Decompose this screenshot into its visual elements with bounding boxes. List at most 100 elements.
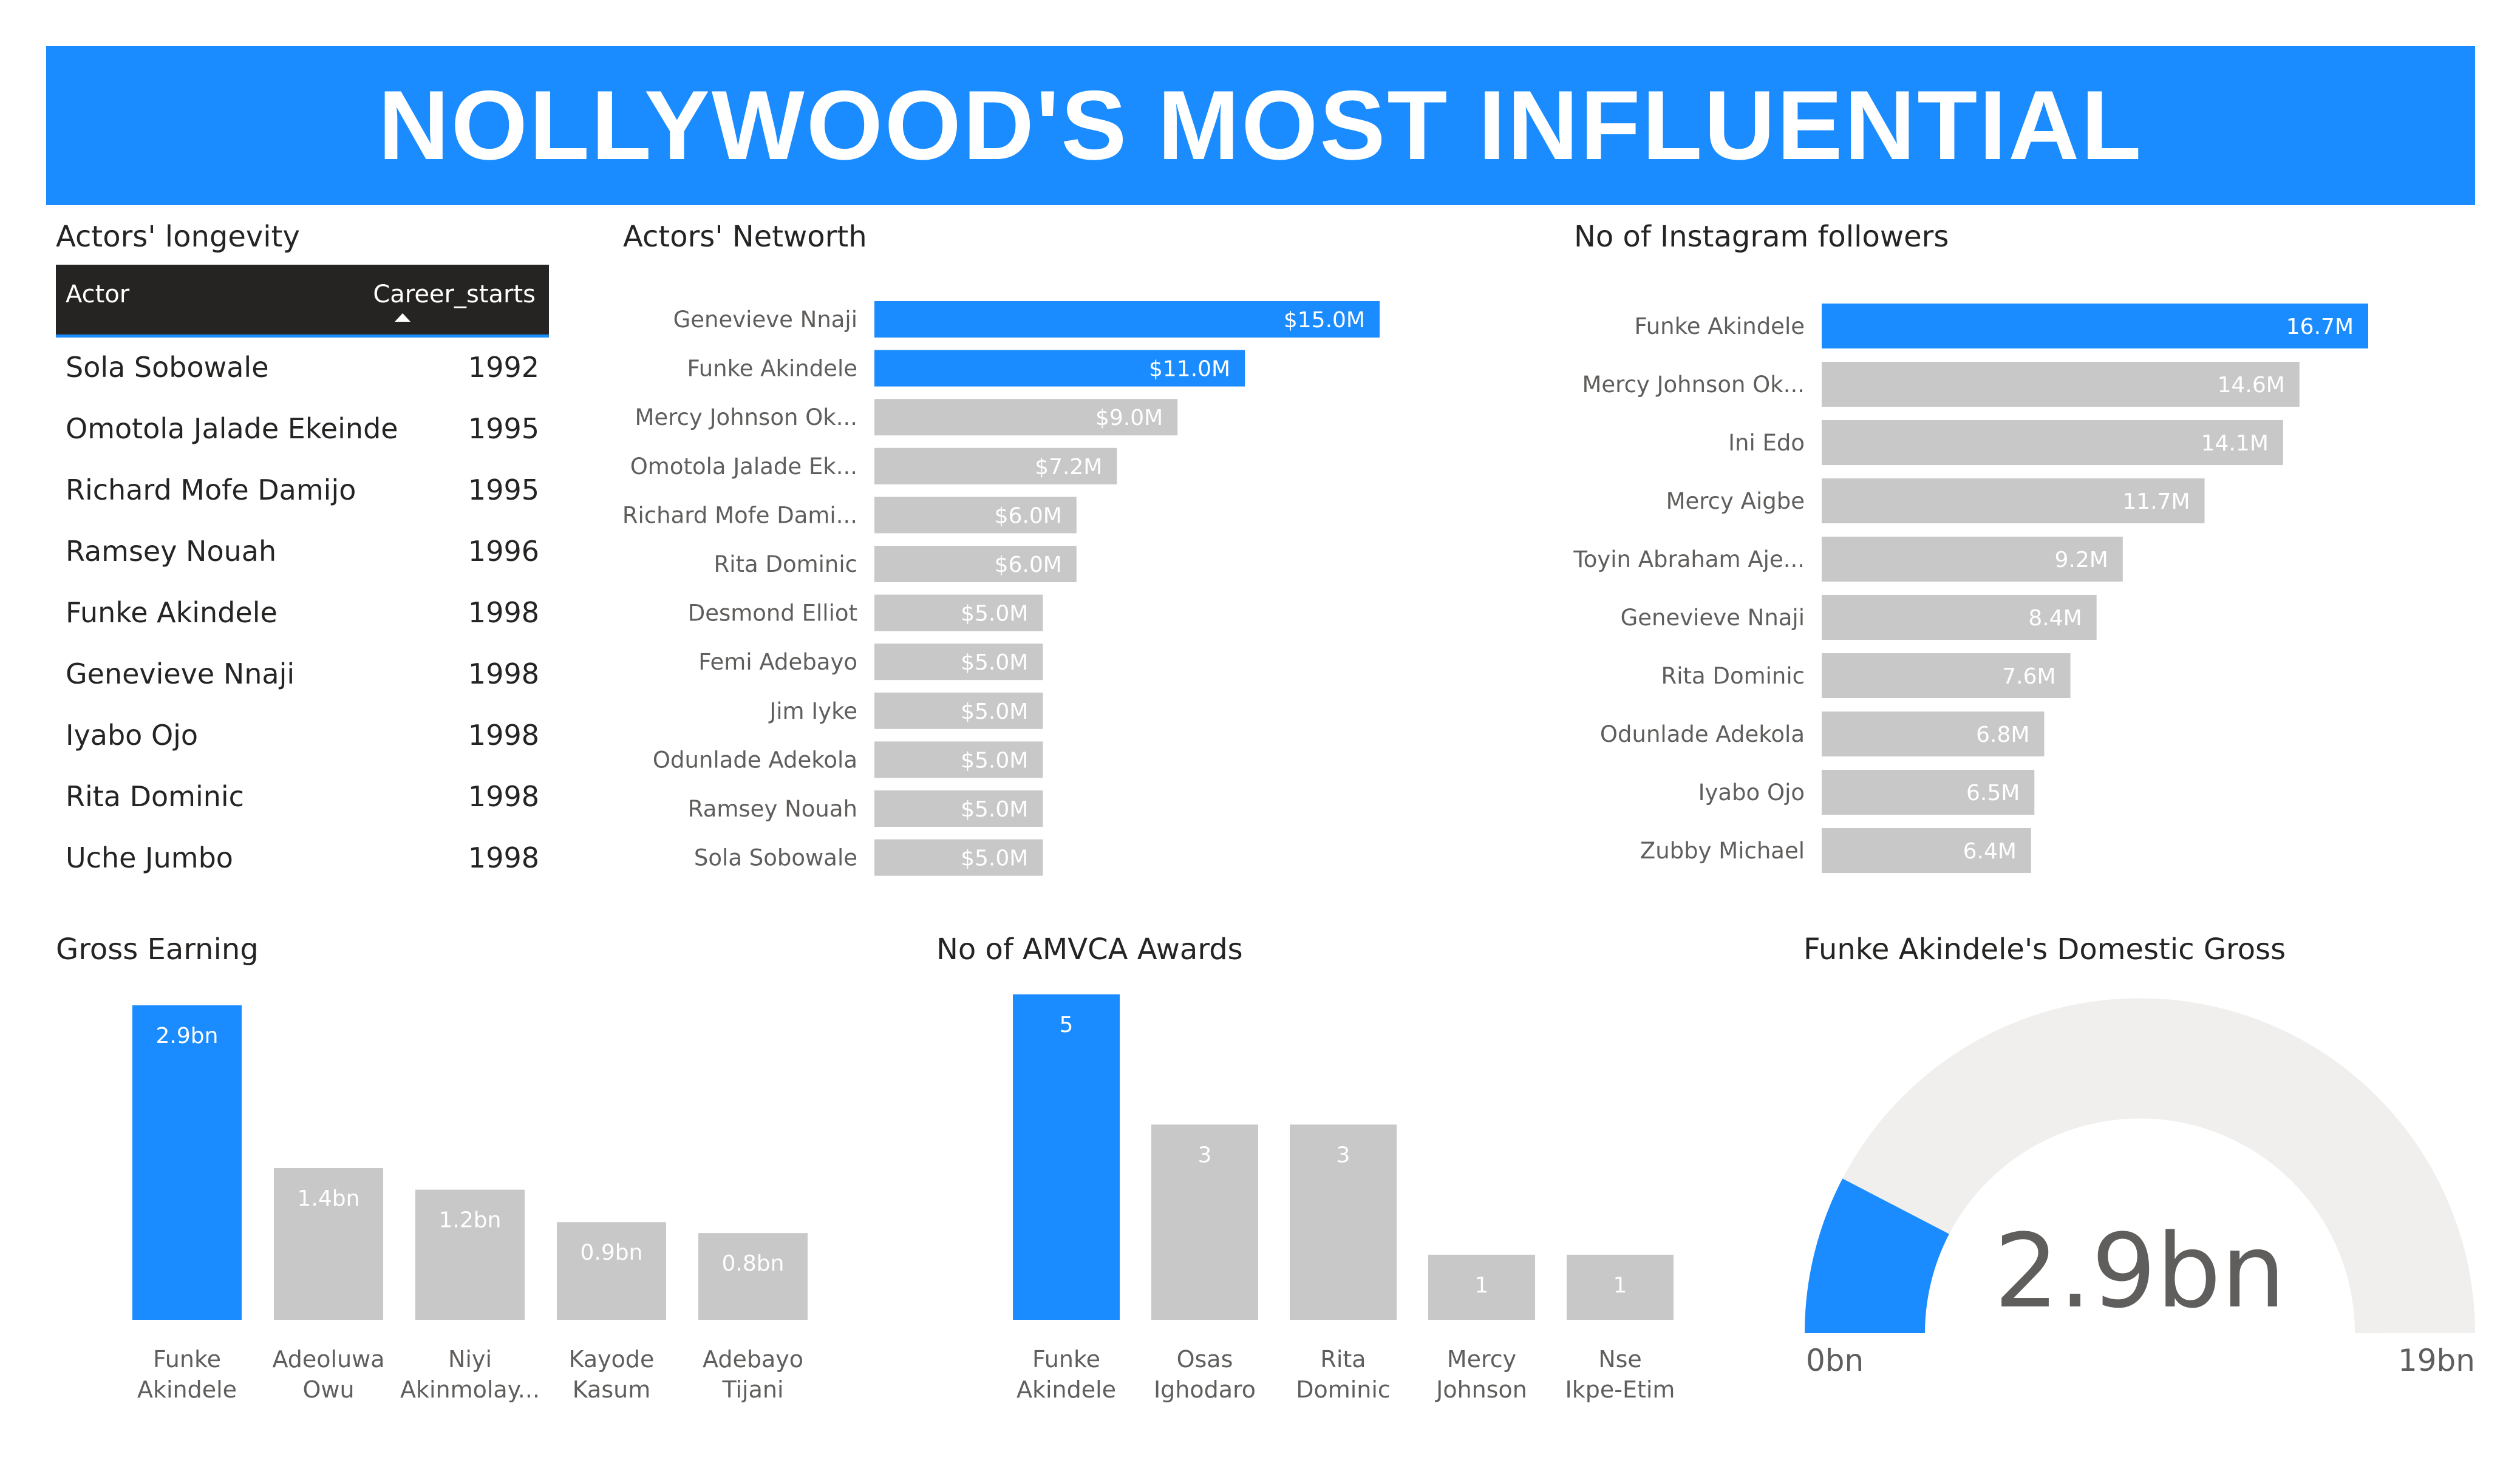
table-row: Funke Akindele 1998 <box>56 583 549 644</box>
gauge-fill <box>1805 1178 1950 1334</box>
bar <box>874 350 1245 387</box>
data-label: $5.0M <box>961 846 1028 871</box>
data-label: 16.7M <box>2286 314 2354 339</box>
actor-cell: Rita Dominic <box>66 780 244 813</box>
career-start-cell: 1998 <box>468 719 539 752</box>
category-label: Mercy Johnson Ok... <box>635 404 858 430</box>
data-label: 0.8bn <box>722 1251 785 1276</box>
category-label: Funke <box>1032 1346 1100 1373</box>
data-label: 6.5M <box>1966 781 2020 806</box>
category-label: Omotola Jalade Ek... <box>630 453 857 480</box>
data-label: 1.2bn <box>439 1208 502 1233</box>
career-start-cell: 1996 <box>468 535 539 568</box>
bar <box>1822 362 2300 407</box>
data-label: 1.4bn <box>298 1186 360 1211</box>
category-label: Kayode <box>569 1346 655 1373</box>
category-label: Mercy <box>1447 1346 1516 1373</box>
category-label: Akindele <box>137 1376 237 1403</box>
column-header-career-starts[interactable]: Career_starts <box>373 280 536 308</box>
category-label: Femi Adebayo <box>698 649 857 675</box>
data-label: 1 <box>1475 1273 1489 1298</box>
category-label: Zubby Michael <box>1640 838 1805 864</box>
data-label: $5.0M <box>961 748 1028 773</box>
career-start-cell: 1995 <box>468 412 539 445</box>
bar <box>1013 994 1120 1320</box>
actor-cell: Funke Akindele <box>66 596 278 629</box>
instagram-title: No of Instagram followers <box>1574 220 1949 254</box>
category-label: Funke Akindele <box>1634 313 1805 339</box>
career-start-cell: 1995 <box>468 474 539 506</box>
bar <box>1151 1124 1258 1320</box>
data-label: $5.0M <box>961 650 1028 675</box>
category-label: Richard Mofe Dami... <box>622 502 857 528</box>
data-label: 1 <box>1613 1273 1627 1298</box>
actor-cell: Richard Mofe Damijo <box>66 474 356 506</box>
bar <box>1822 828 2031 873</box>
data-label: $5.0M <box>961 797 1028 822</box>
data-label: 6.4M <box>1963 839 2017 864</box>
table-row: Rita Dominic 1998 <box>56 767 549 828</box>
networth-title: Actors' Networth <box>623 220 867 254</box>
gauge-value: 2.9bn <box>1994 1212 2286 1331</box>
career-start-cell: 1998 <box>468 780 539 813</box>
category-label: Ramsey Nouah <box>688 796 857 822</box>
bar <box>1567 1254 1674 1320</box>
table-row: Uche Jumbo 1998 <box>56 828 549 889</box>
bar <box>874 399 1178 436</box>
bar <box>874 546 1077 582</box>
category-label: Mercy Johnson Ok... <box>1582 372 1805 398</box>
actor-cell: Iyabo Ojo <box>66 719 199 752</box>
career-start-cell: 1998 <box>468 596 539 629</box>
data-label: $15.0M <box>1284 308 1365 333</box>
category-label: Adeoluwa <box>272 1346 384 1373</box>
table-row: Richard Mofe Damijo 1995 <box>56 460 549 521</box>
data-label: 8.4M <box>2028 606 2082 631</box>
actor-cell: Uche Jumbo <box>66 841 233 874</box>
bar <box>1822 420 2283 465</box>
category-label: Sola Sobowale <box>694 845 857 871</box>
bar <box>874 790 1043 827</box>
table-row: Omotola Jalade Ekeinde 1995 <box>56 399 549 460</box>
data-label: 14.6M <box>2218 373 2285 398</box>
bar <box>1822 595 2097 640</box>
actor-cell: Sola Sobowale <box>66 351 269 384</box>
bar <box>874 839 1043 876</box>
category-label: Akinmolay... <box>400 1376 540 1403</box>
category-label: Toyin Abraham Aje... <box>1573 546 1805 572</box>
bar <box>1428 1254 1535 1320</box>
column-header-actor[interactable]: Actor <box>66 280 130 308</box>
category-label: Genevieve Nnaji <box>1621 605 1805 631</box>
bar <box>1822 770 2035 815</box>
category-label: Owu <box>302 1376 354 1403</box>
data-label: $5.0M <box>961 602 1028 627</box>
bar <box>1822 653 2071 698</box>
category-label: Dominic <box>1296 1376 1391 1403</box>
data-label: $11.0M <box>1149 357 1230 382</box>
bar <box>874 594 1043 631</box>
bar <box>1822 537 2123 582</box>
bar <box>415 1189 525 1320</box>
data-label: 3 <box>1337 1143 1350 1167</box>
data-label: $5.0M <box>961 699 1028 724</box>
data-label: $6.0M <box>995 552 1062 577</box>
career-start-cell: 1998 <box>468 841 539 874</box>
sort-ascending-icon[interactable] <box>395 313 410 322</box>
data-label: 5 <box>1060 1013 1074 1038</box>
category-label: Kasum <box>573 1376 650 1403</box>
category-label: Iyabo Ojo <box>1698 779 1805 806</box>
bar <box>1822 478 2205 523</box>
category-label: Odunlade Adekola <box>653 747 857 773</box>
category-label: Mercy Aigbe <box>1666 488 1805 514</box>
category-label: Genevieve Nnaji <box>673 307 857 333</box>
category-label: Osas <box>1177 1346 1233 1373</box>
bar <box>874 497 1077 534</box>
data-label: 3 <box>1198 1143 1212 1167</box>
bar <box>1822 712 2045 756</box>
bar <box>557 1222 666 1320</box>
data-label: $9.0M <box>1095 406 1163 430</box>
gauge-track <box>1805 998 2475 1334</box>
table-header: Actor Career_starts <box>56 265 549 338</box>
